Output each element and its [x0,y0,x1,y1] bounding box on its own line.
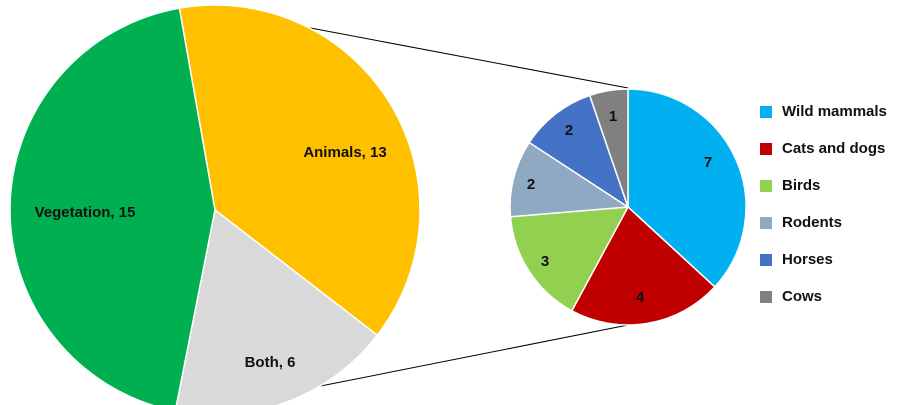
legend-swatch-cats-and-dogs [760,143,772,155]
legend-label-cats-and-dogs: Cats and dogs [782,140,885,157]
legend-swatch-rodents [760,217,772,229]
data-label-cats-and-dogs: 4 [636,289,645,306]
pie-slice-horses [528,94,630,209]
data-label-horses: 2 [565,122,573,139]
pie-slice-animals [178,4,421,337]
data-label-vegetation: Vegetation, 15 [35,204,136,221]
data-label-animals: Animals, 13 [303,144,386,161]
data-label-birds: 3 [541,253,549,270]
main-pie: Animals, 13 Both, 6 Vegetation, 15 [9,4,421,405]
legend-swatch-cows [760,291,772,303]
pie-slice-vegetation [9,7,216,405]
pie-slice-wild-mammals [627,88,747,288]
pie-slice-birds [509,206,630,312]
connector-line-top [299,25,629,89]
data-label-cows: 1 [609,108,617,125]
data-label-wild-mammals: 7 [704,154,712,171]
pie-slice-cows [588,88,629,208]
legend: Wild mammals Cats and dogs Birds Rodents Hor… [760,103,887,305]
pie-slice-both [175,208,379,405]
legend-label-rodents: Rodents [782,214,842,231]
pie-slice-rodents [509,141,631,218]
legend-label-cows: Cows [782,288,822,305]
legend-swatch-wild-mammals [760,106,772,118]
data-label-rodents: 2 [527,176,535,193]
legend-label-horses: Horses [782,251,833,268]
legend-label-birds: Birds [782,177,820,194]
legend-swatch-birds [760,180,772,192]
legend-label-wild-mammals: Wild mammals [782,103,887,120]
data-label-both: Both, 6 [245,354,296,371]
pie-slice-cats-and-dogs [570,205,716,326]
detail-pie: 7 4 3 2 2 1 [509,88,747,326]
legend-swatch-horses [760,254,772,266]
